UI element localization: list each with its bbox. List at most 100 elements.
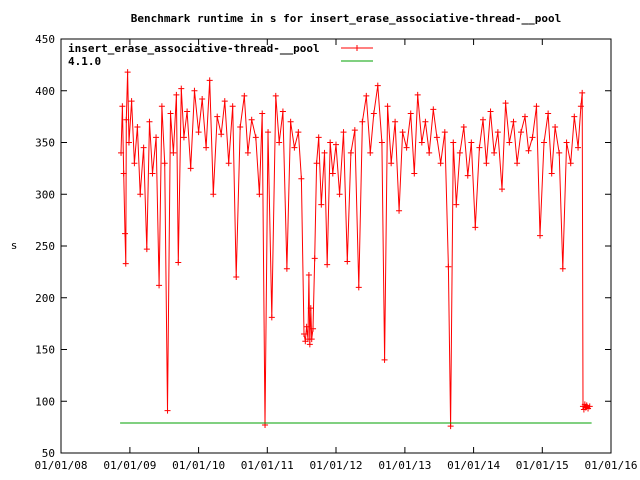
data-point (396, 207, 403, 214)
data-point (571, 113, 578, 120)
data-point (437, 160, 444, 167)
series-layer (118, 69, 593, 430)
legend-label: 4.1.0 (68, 55, 101, 68)
data-point (170, 149, 177, 156)
data-point (491, 149, 498, 156)
data-point (418, 139, 425, 146)
data-point (298, 175, 305, 182)
data-point (184, 108, 191, 115)
data-point (244, 149, 251, 156)
data-point (545, 110, 552, 117)
data-point (480, 116, 487, 123)
data-point (563, 139, 570, 146)
data-point (327, 139, 334, 146)
data-point (344, 258, 351, 265)
data-point (287, 118, 294, 125)
data-point (370, 110, 377, 117)
data-point (167, 110, 174, 117)
series-line-0 (120, 72, 591, 427)
data-point (468, 139, 475, 146)
chart-title: Benchmark runtime in s for insert_erase_… (131, 12, 561, 25)
axes-layer: 50 100 150 200 250 300 350 400 450 01/01/08 01/01/… (35, 33, 638, 472)
data-point (510, 118, 517, 125)
y-tick-label: 400 (35, 85, 55, 98)
data-point (308, 336, 315, 343)
data-point (140, 144, 147, 151)
data-point (367, 149, 374, 156)
data-point (411, 170, 418, 177)
data-point (233, 274, 240, 281)
x-tick-label: 01/01/14 (447, 459, 500, 472)
data-point (118, 149, 125, 156)
x-tick-label: 01/01/12 (310, 459, 363, 472)
data-point (283, 265, 290, 272)
data-point (203, 144, 210, 151)
data-point (175, 259, 182, 266)
data-point (552, 123, 559, 130)
data-point (533, 103, 540, 110)
data-point (388, 160, 395, 167)
data-point (191, 87, 198, 94)
data-point (120, 170, 127, 177)
y-tick-label: 200 (35, 292, 55, 305)
y-axis-label: s (11, 239, 18, 252)
data-point (248, 116, 255, 123)
data-point (125, 139, 132, 146)
data-point (575, 144, 582, 151)
data-point (567, 160, 574, 167)
x-tick-label: 01/01/08 (35, 459, 88, 472)
data-point (122, 260, 129, 267)
data-point (153, 134, 160, 141)
data-point (121, 230, 128, 237)
data-point (128, 98, 135, 105)
data-point (210, 191, 217, 198)
data-point (426, 149, 433, 156)
data-point (276, 139, 283, 146)
data-point (324, 261, 331, 268)
data-point (279, 108, 286, 115)
y-tick-label: 300 (35, 188, 55, 201)
data-point (158, 103, 165, 110)
data-point (119, 103, 126, 110)
data-point (422, 118, 429, 125)
data-point (583, 402, 590, 409)
data-point (347, 149, 354, 156)
data-point (476, 144, 483, 151)
data-point (456, 149, 463, 156)
data-point (305, 271, 312, 278)
data-point (161, 160, 168, 167)
data-point (137, 191, 144, 198)
data-point (514, 160, 521, 167)
legend-marker (354, 45, 360, 51)
plot-frame (60, 38, 612, 454)
x-tick-label: 01/01/13 (378, 459, 431, 472)
data-point (329, 170, 336, 177)
data-point (333, 141, 339, 148)
data-point (399, 129, 406, 136)
data-point (374, 82, 381, 89)
data-point (359, 118, 366, 125)
x-tick-label: 01/01/16 (585, 459, 638, 472)
data-point (214, 113, 221, 120)
legend-label: insert_erase_associative-thread-__pool (68, 42, 320, 55)
data-point (265, 129, 272, 136)
y-tick-label: 100 (35, 395, 55, 408)
data-point (301, 330, 308, 337)
y-tick-label: 250 (35, 240, 55, 253)
data-point (381, 356, 388, 363)
data-point (241, 92, 248, 99)
data-point (556, 149, 563, 156)
data-point (272, 92, 279, 99)
data-point (218, 131, 225, 138)
data-point (529, 134, 536, 141)
data-point (311, 255, 318, 262)
data-point (586, 403, 593, 410)
data-point (579, 89, 586, 96)
y-tick-label: 50 (42, 447, 55, 460)
data-point (256, 191, 263, 198)
data-point (445, 263, 452, 270)
data-point (173, 91, 180, 98)
data-point (340, 129, 347, 136)
data-point (537, 232, 544, 239)
